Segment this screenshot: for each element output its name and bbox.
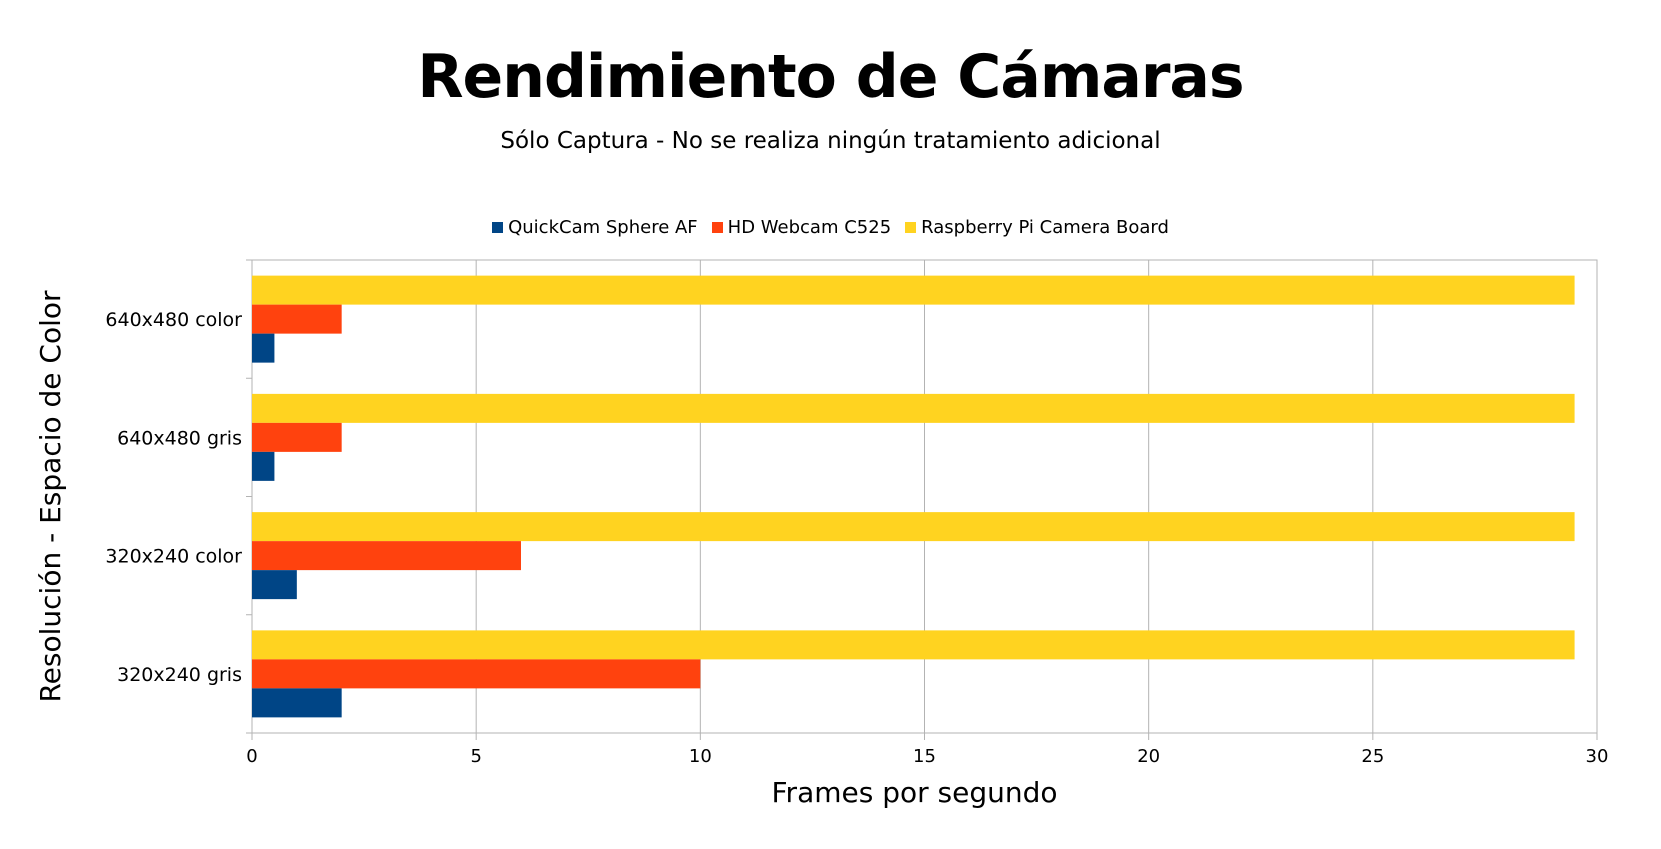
bar-series-2-cat-0: [252, 275, 1575, 305]
x-tick-label: 0: [246, 746, 257, 767]
x-tick-label: 15: [913, 746, 936, 767]
x-tick-label: 30: [1586, 746, 1609, 767]
bar-series-2-cat-3: [252, 630, 1575, 660]
x-tick-label: 20: [1137, 746, 1160, 767]
x-tick-label: 5: [470, 746, 481, 767]
bar-series-0-cat-2: [252, 570, 297, 600]
x-tick-label: 10: [689, 746, 712, 767]
category-label: 320x240 color: [105, 546, 242, 568]
category-label: 640x480 gris: [117, 427, 242, 449]
legend: QuickCam Sphere AF HD Webcam C525 Raspbe…: [0, 217, 1661, 238]
legend-item-hd-webcam: HD Webcam C525: [711, 217, 892, 238]
legend-swatch-hd-webcam: [711, 222, 723, 233]
x-axis-title: Frames por segundo: [771, 776, 1057, 809]
legend-label-hd-webcam: HD Webcam C525: [727, 217, 892, 238]
bar-series-0-cat-0: [252, 333, 275, 363]
legend-item-raspberry: Raspberry Pi Camera Board: [905, 217, 1169, 238]
bar-series-1-cat-0: [252, 304, 342, 334]
legend-label-quickcam: QuickCam Sphere AF: [508, 217, 698, 238]
legend-label-raspberry: Raspberry Pi Camera Board: [921, 217, 1169, 238]
legend-item-quickcam: QuickCam Sphere AF: [492, 217, 698, 238]
legend-swatch-raspberry: [905, 222, 917, 233]
bar-series-0-cat-1: [252, 451, 275, 481]
bar-series-2-cat-1: [252, 393, 1575, 423]
chart-subtitle: Sólo Captura - No se realiza ningún trat…: [500, 128, 1161, 154]
bar-series-2-cat-2: [252, 512, 1575, 542]
chart-title: Rendimiento de Cámaras: [417, 42, 1244, 112]
bar-series-0-cat-3: [252, 688, 342, 718]
bar-series-1-cat-3: [252, 659, 701, 689]
category-label: 320x240 gris: [117, 664, 242, 686]
x-tick-label: 25: [1361, 746, 1384, 767]
bar-series-1-cat-2: [252, 541, 521, 571]
legend-swatch-quickcam: [492, 222, 504, 233]
y-axis-title: Resolución - Espacio de Color: [34, 290, 67, 703]
bar-series-1-cat-1: [252, 422, 342, 452]
category-label: 640x480 color: [105, 309, 242, 331]
